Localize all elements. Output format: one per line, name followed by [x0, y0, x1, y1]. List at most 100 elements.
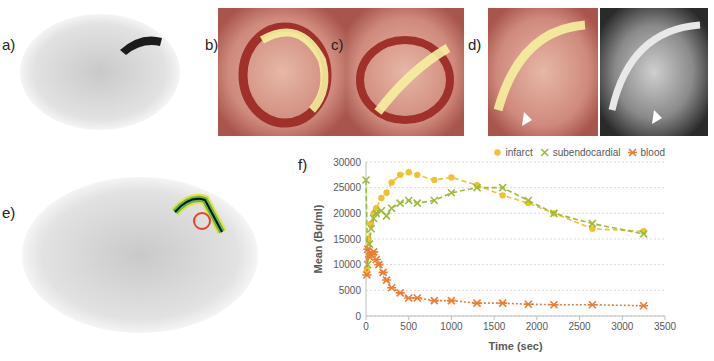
marker-shape — [628, 149, 637, 156]
arrowhead — [652, 110, 662, 124]
marker-shape — [431, 197, 438, 204]
y-tick-label: 15000 — [333, 234, 361, 245]
marker-shape — [431, 177, 437, 183]
marker-shape — [448, 189, 455, 196]
marker-shape — [499, 192, 505, 198]
grid-line — [366, 187, 665, 188]
x-tick — [366, 316, 367, 320]
marker-shape — [368, 225, 375, 232]
myocardium — [360, 40, 450, 120]
data-point — [363, 176, 370, 183]
marker-shape — [447, 297, 456, 304]
fusion-image — [488, 8, 598, 136]
data-point — [396, 289, 405, 296]
series-line — [367, 172, 644, 270]
figure: a)b)c)d)e)f)0500010000150002000025000300… — [0, 0, 714, 361]
x-axis-label: Time (sec) — [488, 340, 543, 352]
legend: infarct subendocardial blood — [494, 147, 665, 158]
uptake — [262, 32, 324, 110]
panel-label: b) — [205, 36, 218, 53]
marker-shape — [413, 295, 422, 302]
y-tick-label: 10000 — [333, 259, 361, 270]
grid-line — [366, 264, 665, 265]
y-tick-label: 20000 — [333, 208, 361, 219]
panel-label: c) — [331, 36, 344, 53]
data-point — [499, 192, 505, 198]
marker-shape — [388, 179, 394, 185]
x-tick-label: 0 — [363, 321, 369, 332]
marker-shape — [387, 284, 396, 291]
uptake-arc — [120, 37, 162, 56]
uptake — [498, 25, 585, 110]
marker-shape — [379, 269, 388, 276]
data-point — [405, 197, 412, 204]
x-tick — [665, 316, 666, 320]
mri-image — [600, 8, 708, 136]
data-point — [379, 269, 388, 276]
marker-shape — [414, 172, 420, 178]
pet-image — [20, 14, 180, 130]
x-tick — [451, 316, 452, 320]
marker-shape — [397, 172, 403, 178]
marker-shape — [448, 174, 454, 180]
uptake — [378, 48, 448, 112]
panel-label: f) — [298, 156, 307, 173]
pet-image — [22, 177, 258, 333]
marker-shape — [383, 190, 389, 196]
grid-line — [366, 239, 665, 240]
data-point — [448, 189, 455, 196]
data-point — [551, 210, 557, 216]
marker-shape — [374, 261, 383, 268]
legend-label: subendocardial — [553, 147, 621, 158]
marker-shape — [362, 271, 371, 278]
data-point — [549, 301, 558, 308]
data-point — [640, 230, 647, 237]
y-tick-label: 0 — [355, 311, 361, 322]
legend-marker — [494, 149, 500, 155]
legend-label: infarct — [505, 147, 532, 158]
marker-shape — [388, 205, 395, 212]
y-tick-label: 25000 — [333, 182, 361, 193]
marker-shape — [588, 301, 597, 308]
x-tick-label: 1000 — [440, 321, 463, 332]
x-tick — [408, 316, 409, 320]
x-tick — [579, 316, 580, 320]
series-line — [367, 249, 644, 305]
x-tick-label: 2500 — [568, 321, 591, 332]
legend-marker — [541, 149, 548, 156]
data-point — [404, 295, 413, 302]
data-point — [524, 301, 533, 308]
data-point — [430, 297, 439, 304]
data-point — [383, 190, 389, 196]
data-point — [382, 277, 391, 284]
marker-shape — [396, 289, 405, 296]
marker-shape — [404, 295, 413, 302]
marker-shape — [369, 248, 378, 255]
marker-shape — [525, 197, 532, 204]
data-point — [362, 271, 371, 278]
roi-core — [175, 199, 222, 232]
data-point — [498, 300, 507, 307]
data-point — [431, 177, 437, 183]
series-line — [366, 180, 644, 265]
data-point — [374, 261, 383, 268]
x-tick-label: 3000 — [611, 321, 634, 332]
panel-label: e) — [2, 204, 15, 221]
marker-shape — [550, 210, 557, 217]
data-point — [388, 179, 394, 185]
x-tick-label: 2000 — [526, 321, 549, 332]
data-point — [388, 205, 395, 212]
legend-label: blood — [641, 147, 665, 158]
panel-label: a) — [2, 36, 15, 53]
x-tick-label: 500 — [400, 321, 417, 332]
marker-shape — [397, 200, 404, 207]
marker-shape — [474, 184, 481, 191]
roi-blood — [194, 213, 210, 229]
arrowhead — [522, 112, 532, 126]
marker-shape — [473, 300, 482, 307]
grid-line — [366, 316, 665, 317]
x-tick — [536, 316, 537, 320]
fusion-image — [218, 8, 346, 136]
data-point — [639, 302, 648, 309]
x-axis — [366, 316, 665, 317]
